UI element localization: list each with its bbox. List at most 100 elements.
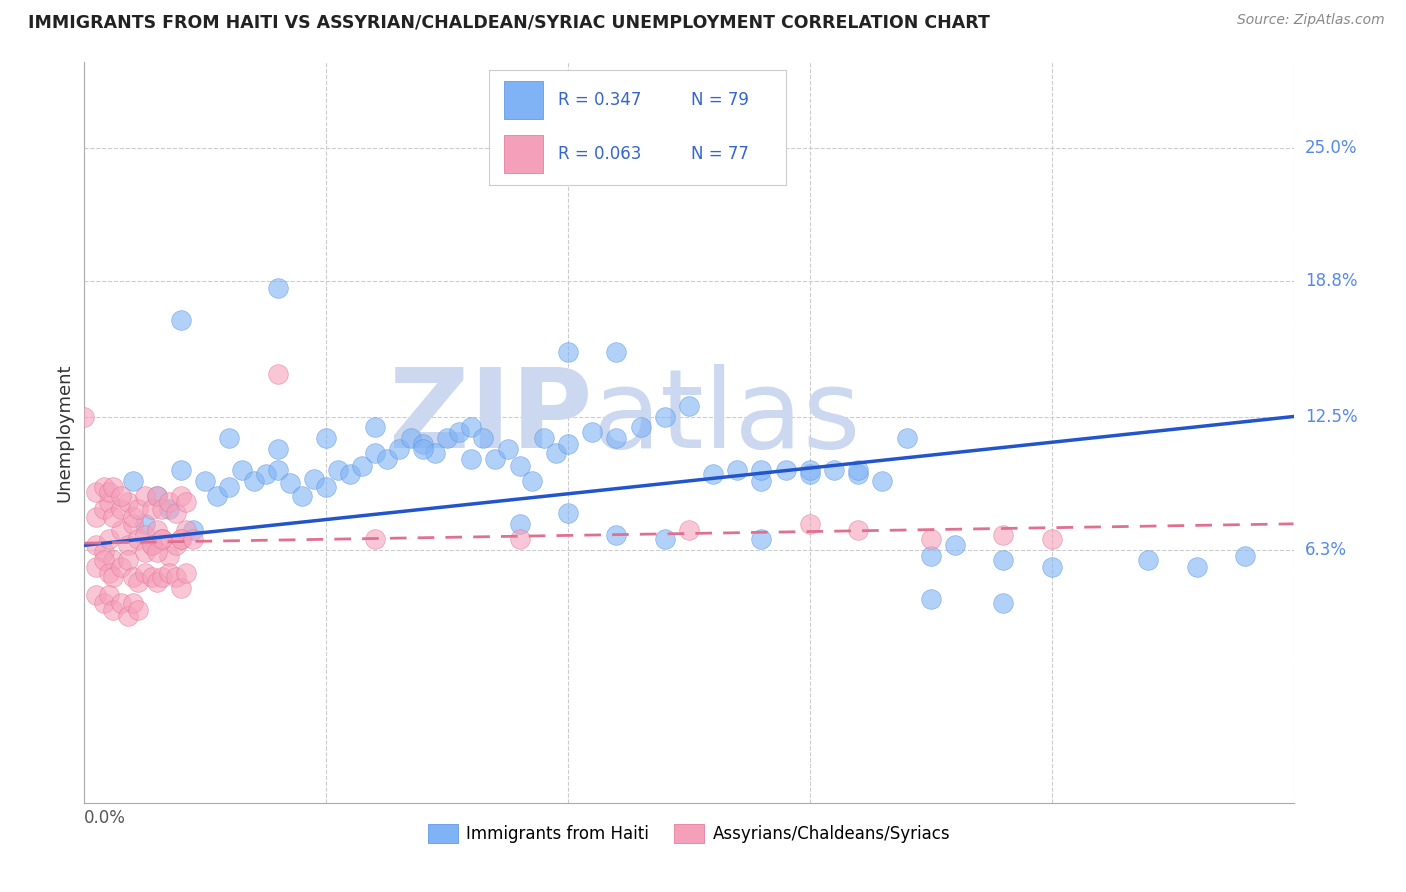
Point [181,532,204,546]
Point [315,431,337,445]
Point [799,516,821,531]
Point [436,431,458,445]
Point [174,523,197,537]
Point [484,452,506,467]
Point [121,510,143,524]
Point [146,523,169,537]
Text: atlas: atlas [592,364,860,471]
Point [993,553,1015,567]
Point [150,532,173,546]
Point [412,437,434,451]
Point [509,532,531,546]
Point [93,545,115,559]
Point [121,516,143,531]
Point [302,472,325,486]
Point [581,425,603,439]
Point [117,538,139,552]
Point [605,527,627,541]
Point [1040,559,1063,574]
Point [799,467,821,482]
Point [846,523,869,537]
Point [103,480,125,494]
Point [93,596,115,610]
Point [460,452,482,467]
Point [509,458,531,473]
Point [165,570,187,584]
Point [141,538,163,552]
Point [103,570,125,584]
Point [496,442,519,456]
Text: Source: ZipAtlas.com: Source: ZipAtlas.com [1237,13,1385,28]
Point [557,345,579,359]
Point [194,474,217,488]
Point [134,566,156,581]
Point [127,501,149,516]
Point [775,463,797,477]
Point [110,489,132,503]
Point [146,489,169,503]
Point [328,463,350,477]
Point [1040,532,1063,546]
Point [399,431,422,445]
Point [146,574,169,589]
Point [605,345,627,359]
Point [557,506,579,520]
Point [150,570,173,584]
Text: ZIP: ZIP [389,364,592,471]
Point [315,480,337,494]
Point [97,532,120,546]
Point [920,532,942,546]
Y-axis label: Unemployment: Unemployment [55,363,73,502]
Point [557,437,579,451]
Point [291,489,314,503]
Point [141,501,163,516]
Point [170,463,193,477]
Point [654,532,676,546]
Point [86,484,108,499]
Point [339,467,361,482]
Point [121,474,143,488]
Point [751,474,773,488]
Point [170,532,193,546]
Point [146,489,169,503]
Point [267,442,290,456]
Point [533,431,555,445]
Point [846,467,869,482]
Point [363,532,385,546]
Point [218,431,240,445]
Point [110,501,132,516]
Point [943,538,966,552]
Point [799,463,821,477]
Point [520,474,543,488]
Point [449,425,471,439]
Point [363,446,385,460]
Text: 25.0%: 25.0% [1305,139,1357,157]
Point [103,602,125,616]
Point [872,474,894,488]
Point [121,596,143,610]
Point [242,474,264,488]
Point [170,489,193,503]
Point [678,523,700,537]
Point [423,446,446,460]
Point [93,480,115,494]
Point [846,463,869,477]
Point [654,409,676,424]
Point [605,431,627,445]
Point [267,463,290,477]
Point [352,458,374,473]
Point [117,609,139,624]
Point [174,495,197,509]
Point [141,538,163,552]
Point [134,545,156,559]
Point [993,596,1015,610]
Point [127,574,149,589]
Point [127,532,149,546]
Point [509,516,531,531]
Point [86,510,108,524]
Text: 18.8%: 18.8% [1305,272,1357,290]
Point [157,501,180,516]
Point [97,484,120,499]
Point [472,431,495,445]
Point [150,532,173,546]
